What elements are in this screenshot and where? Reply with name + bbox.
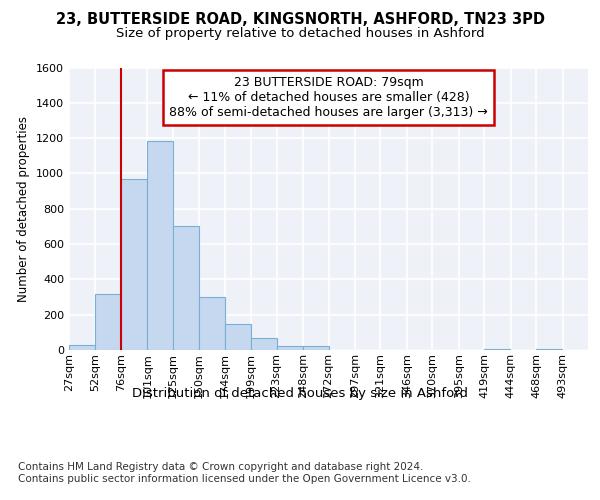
Bar <box>484 348 510 350</box>
Bar <box>536 348 562 350</box>
Y-axis label: Number of detached properties: Number of detached properties <box>17 116 31 302</box>
Bar <box>251 338 277 350</box>
Bar <box>95 294 121 350</box>
Text: Size of property relative to detached houses in Ashford: Size of property relative to detached ho… <box>116 28 484 40</box>
Bar <box>199 297 225 350</box>
Text: 23 BUTTERSIDE ROAD: 79sqm
← 11% of detached houses are smaller (428)
88% of semi: 23 BUTTERSIDE ROAD: 79sqm ← 11% of detac… <box>169 76 488 119</box>
Text: Contains HM Land Registry data © Crown copyright and database right 2024.
Contai: Contains HM Land Registry data © Crown c… <box>18 462 471 484</box>
Bar <box>148 141 173 350</box>
Text: 23, BUTTERSIDE ROAD, KINGSNORTH, ASHFORD, TN23 3PD: 23, BUTTERSIDE ROAD, KINGSNORTH, ASHFORD… <box>56 12 545 28</box>
Bar <box>121 178 147 350</box>
Bar <box>69 344 95 350</box>
Bar <box>224 324 251 350</box>
Bar <box>303 346 329 350</box>
Bar <box>173 226 199 350</box>
Text: Distribution of detached houses by size in Ashford: Distribution of detached houses by size … <box>132 388 468 400</box>
Bar <box>277 346 302 350</box>
